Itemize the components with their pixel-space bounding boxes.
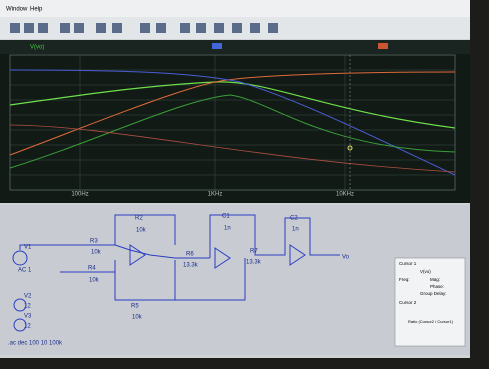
component-value: 12 (24, 304, 31, 310)
plot-header (0, 40, 470, 54)
menu-bar (0, 0, 470, 17)
menu-item[interactable]: Window (6, 7, 28, 13)
cursor-window[interactable]: Cursor 1 V(vo) Freq: Mag: Phase: Group D… (395, 258, 465, 346)
trace-marker (378, 43, 388, 49)
screen: Window Help V(vo) 100Hz 1KHz 10KHz (0, 0, 489, 369)
component-name: R3 (90, 239, 98, 245)
component-value: 10k (132, 315, 143, 321)
component-value: AC 1 (18, 268, 32, 274)
cursor-field: Mag: (430, 277, 440, 282)
component-name: R7 (250, 249, 258, 255)
x-tick-label: 100Hz (71, 192, 88, 198)
component-name: R5 (131, 304, 139, 310)
component-value: 1n (224, 226, 231, 232)
cursor-field: Freq: (399, 277, 410, 282)
cursor-title: Cursor 1 (399, 261, 417, 266)
cursor-trace: V(vo) (420, 269, 431, 274)
net-label: Vo (342, 255, 350, 261)
component-value: 13.3k (246, 260, 262, 266)
cursor-title: Cursor 2 (399, 300, 417, 305)
component-value: 10k (89, 278, 100, 284)
component-name: R4 (88, 266, 96, 272)
cursor-ratio: Ratio (Cursor2 / Cursor1) (408, 319, 454, 324)
component-value: 13.3k (183, 263, 199, 269)
cursor-field: Group Delay: (420, 291, 447, 296)
component-name: R2 (135, 216, 143, 222)
component-name: C1 (222, 214, 230, 220)
trace-marker (212, 43, 222, 49)
component-value: 10k (136, 228, 147, 234)
component-name: V2 (24, 294, 32, 300)
component-name: C2 (290, 216, 298, 222)
plot-pane (0, 40, 470, 203)
component-value: 1n (292, 227, 299, 233)
menu-item[interactable]: Help (30, 7, 43, 13)
spice-directive: .ac dec 100 10 100k (8, 341, 63, 347)
cursor-field: Phase: (430, 284, 444, 289)
x-tick-label: 1KHz (208, 192, 223, 198)
trace-label: V(vo) (30, 45, 44, 51)
component-name: V3 (24, 314, 32, 320)
component-name: R6 (186, 252, 194, 258)
component-value: 12 (24, 324, 31, 330)
x-tick-label: 10KHz (336, 192, 354, 198)
component-value: 10k (91, 250, 102, 256)
component-name: V1 (24, 245, 32, 251)
